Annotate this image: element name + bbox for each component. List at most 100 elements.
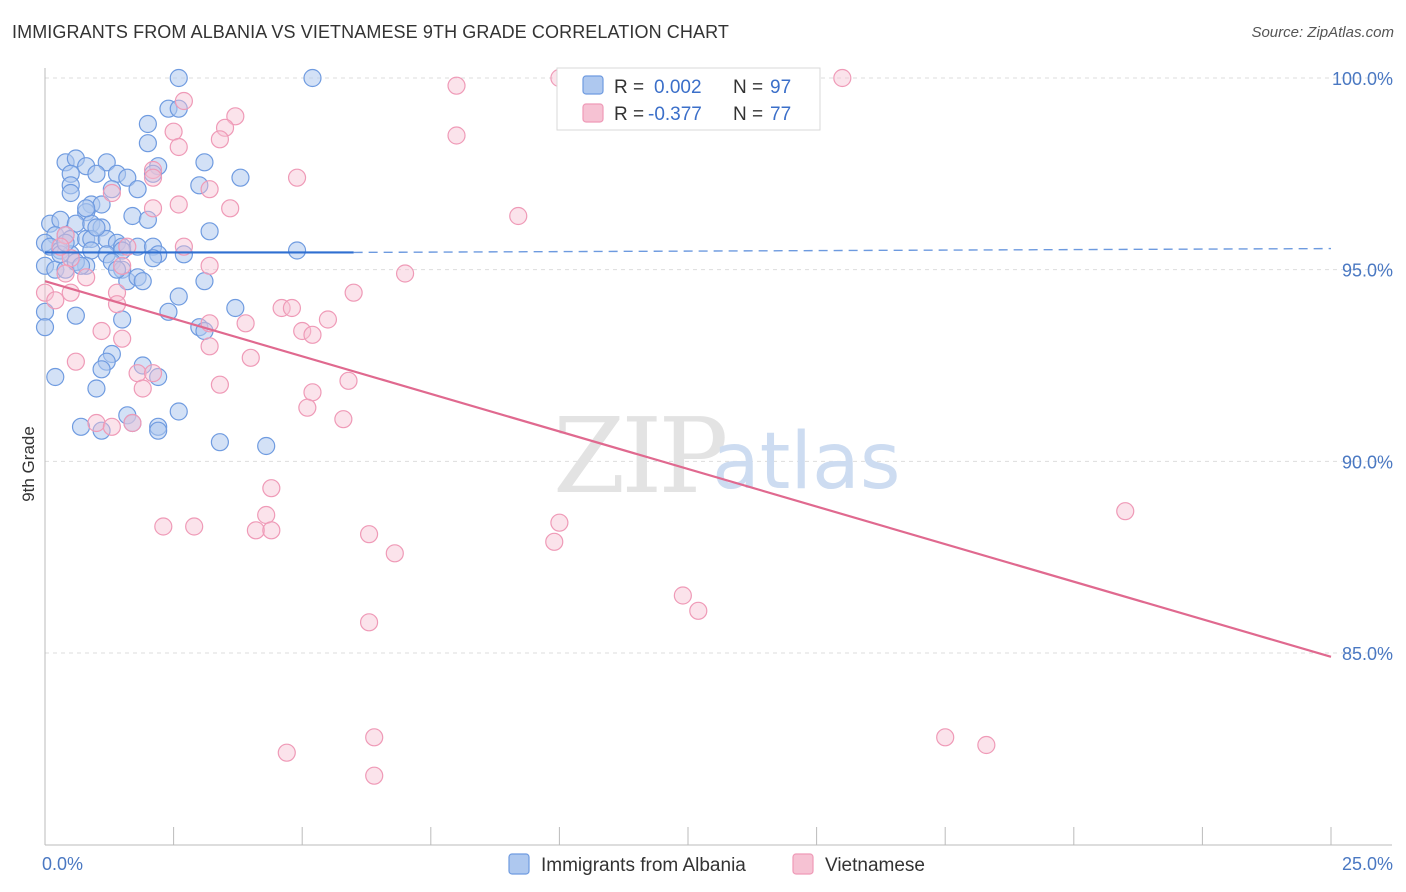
legend-n-value-1: 97 (770, 77, 791, 98)
albania-point (71, 417, 91, 436)
albania-point (71, 256, 91, 275)
vietnamese-point (169, 195, 188, 214)
legend-n-value-2: 77 (770, 104, 791, 125)
vietnamese-point (282, 298, 302, 318)
vietnamese-point (287, 168, 307, 187)
vietnamese-point (164, 122, 183, 141)
vietnamese-point (272, 298, 291, 318)
vietnamese-point (246, 521, 266, 540)
albania-point (128, 180, 147, 199)
legend-swatch-blue (582, 75, 604, 95)
albania-point (61, 183, 80, 203)
y-tick-labels: 85.0% 90.0% 95.0% 100.0% (1332, 69, 1393, 664)
vietnamese-point (936, 728, 955, 747)
vietnamese-point (174, 237, 193, 256)
legend: R = 0.002 N = 97 R = -0.377 N = 77 (556, 67, 821, 131)
vietnamese-point (293, 321, 312, 341)
series-vietnamese-points (35, 68, 1135, 785)
albania-point (174, 245, 193, 264)
albania-point (143, 249, 163, 268)
vietnamese-point (143, 364, 163, 383)
vietnamese-point (303, 325, 322, 344)
legend-n-label-2: N = (733, 104, 763, 125)
vietnamese-point (66, 352, 85, 371)
albania-point (82, 241, 101, 260)
bottom-legend-vietnamese: Vietnamese (825, 855, 925, 876)
albania-point (226, 298, 245, 318)
legend-n-label-1: N = (733, 77, 763, 98)
vietnamese-point (123, 413, 142, 433)
vietnamese-point (385, 544, 404, 563)
albania-point (35, 318, 55, 337)
vietnamese-point (545, 532, 564, 551)
vietnamese-point (339, 371, 358, 390)
vietnamese-point (359, 525, 379, 544)
albania-point (210, 433, 229, 452)
albania-point (87, 218, 106, 237)
vietnamese-point (185, 517, 204, 536)
legend-r-label-2: R = (614, 104, 644, 125)
vietnamese-point (833, 68, 852, 88)
vietnamese-point (133, 379, 152, 398)
vietnamese-point (128, 364, 147, 383)
albania-point (138, 210, 157, 229)
vietnamese-point (262, 521, 281, 540)
albania-point (303, 68, 322, 88)
series-albania-points (35, 68, 322, 456)
x-tick-label-min: 0.0% (42, 854, 83, 874)
vietnamese-point (318, 310, 338, 329)
albania-point (287, 241, 307, 260)
chart-title: IMMIGRANTS FROM ALBANIA VS VIETNAMESE 9T… (12, 22, 729, 42)
bottom-legend-swatch-albania (508, 853, 530, 875)
y-tick-label: 85.0% (1342, 644, 1393, 664)
albania-point (143, 164, 163, 183)
vietnamese-point (102, 183, 121, 203)
albania-point (169, 287, 188, 306)
y-axis-title: 9th Grade (19, 426, 38, 502)
albania-point (138, 114, 157, 134)
vietnamese-point (689, 601, 708, 620)
vietnamese-point (447, 126, 466, 145)
albania-point (257, 436, 276, 456)
vietnamese-point (46, 291, 65, 310)
albania-point (102, 180, 121, 199)
vietnamese-point (277, 743, 296, 762)
y-tick-label: 95.0% (1342, 261, 1393, 281)
vietnamese-point (447, 76, 466, 95)
albania-point (66, 306, 85, 325)
albania-point (123, 206, 142, 226)
legend-r-value-1: 0.002 (654, 77, 702, 98)
vietnamese-point (509, 206, 528, 226)
legend-r-value-2: -0.377 (648, 104, 702, 125)
vietnamese-point (210, 375, 229, 394)
albania-point (169, 68, 188, 88)
vietnamese-point (241, 348, 260, 367)
vietnamese-point (236, 314, 255, 333)
bottom-legend: Immigrants from Albania Vietnamese (508, 853, 925, 876)
trend-lines (44, 247, 1332, 658)
vietnamese-point (77, 268, 96, 287)
vietnamese-point (143, 160, 163, 180)
vietnamese-point (56, 226, 75, 245)
y-tick-label: 90.0% (1342, 452, 1393, 472)
vietnamese-point (221, 199, 240, 218)
vietnamese-point (143, 199, 163, 218)
albania-point (46, 367, 65, 387)
albania-point (200, 222, 219, 241)
vietnamese-point (365, 766, 384, 785)
vietnamese-point (215, 118, 235, 137)
vietnamese-point (1116, 502, 1135, 521)
vietnamese-point (334, 410, 353, 429)
albania-point (113, 310, 132, 329)
vietnamese-point (673, 586, 692, 605)
watermark-atlas: atlas (712, 417, 901, 507)
albania-point (133, 272, 152, 291)
vietnamese-point (113, 329, 132, 348)
vietnamese-point (154, 517, 173, 536)
albania-point (92, 360, 111, 379)
vietnamese-point (226, 107, 245, 126)
albania-trend-extension (353, 247, 1332, 254)
albania-point (190, 176, 209, 195)
y-tick-label: 100.0% (1332, 69, 1393, 89)
vietnamese-point (87, 413, 106, 433)
